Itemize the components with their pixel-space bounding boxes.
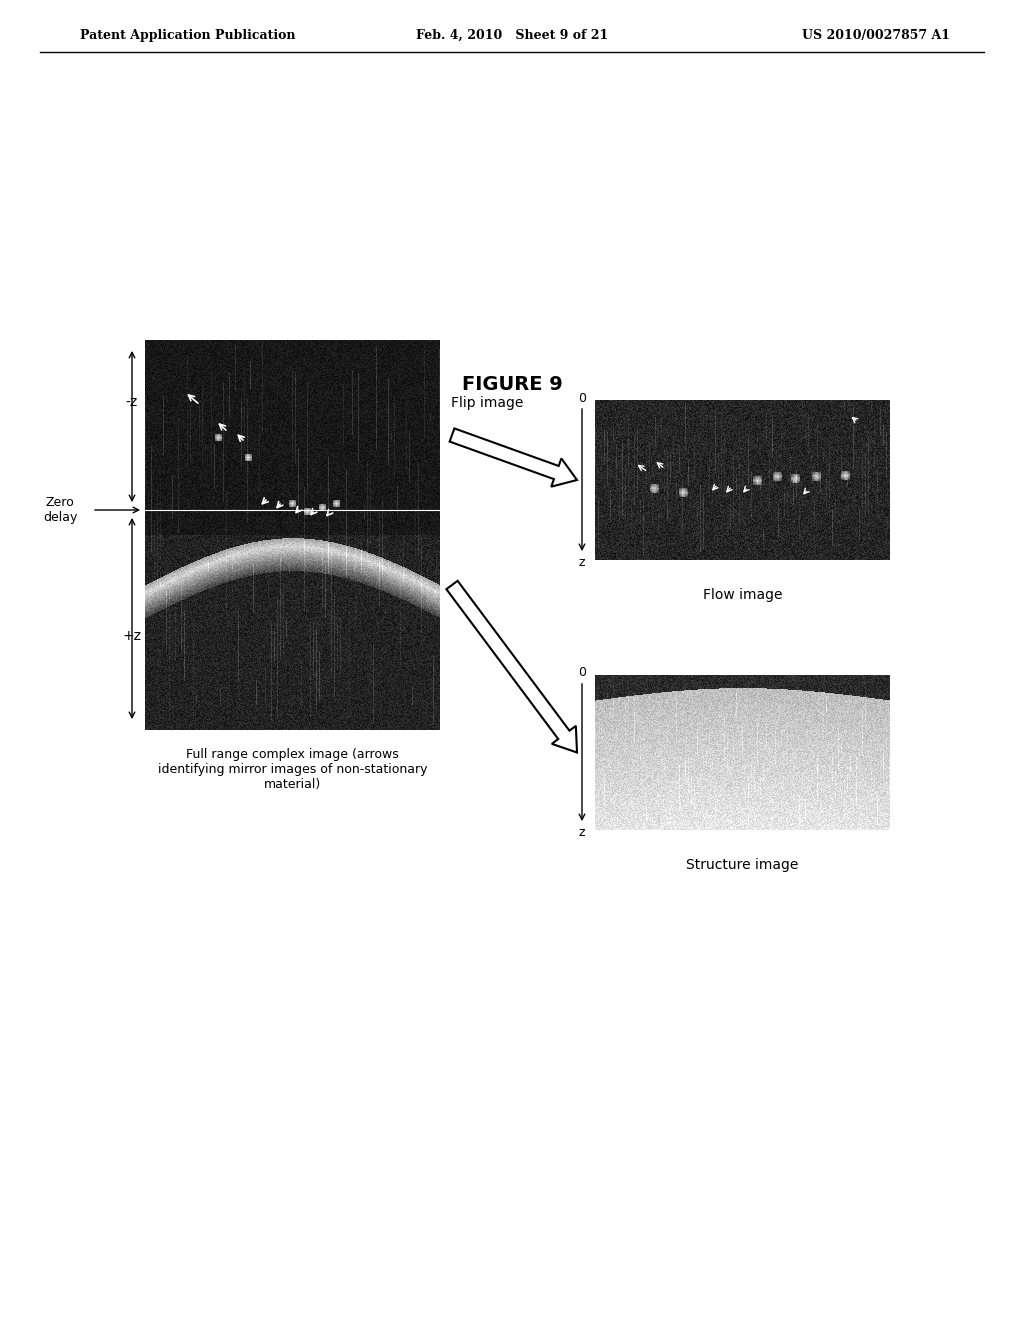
Text: Flip image: Flip image [451, 396, 523, 409]
Text: z: z [579, 556, 586, 569]
Text: 0: 0 [578, 392, 586, 404]
Text: 0: 0 [578, 667, 586, 680]
Text: Patent Application Publication: Patent Application Publication [80, 29, 296, 41]
Text: -z: -z [126, 395, 138, 408]
Text: Zero
delay: Zero delay [43, 496, 77, 524]
FancyArrow shape [450, 429, 577, 487]
Text: Feb. 4, 2010   Sheet 9 of 21: Feb. 4, 2010 Sheet 9 of 21 [416, 29, 608, 41]
Text: US 2010/0027857 A1: US 2010/0027857 A1 [802, 29, 950, 41]
Text: FIGURE 9: FIGURE 9 [462, 375, 562, 395]
Text: z: z [579, 825, 586, 838]
FancyArrow shape [446, 581, 577, 752]
Text: Structure image: Structure image [686, 858, 799, 873]
Text: Full range complex image (arrows
identifying mirror images of non-stationary
mat: Full range complex image (arrows identif… [158, 748, 427, 791]
Text: +z: +z [123, 628, 141, 643]
Text: Flow image: Flow image [702, 587, 782, 602]
